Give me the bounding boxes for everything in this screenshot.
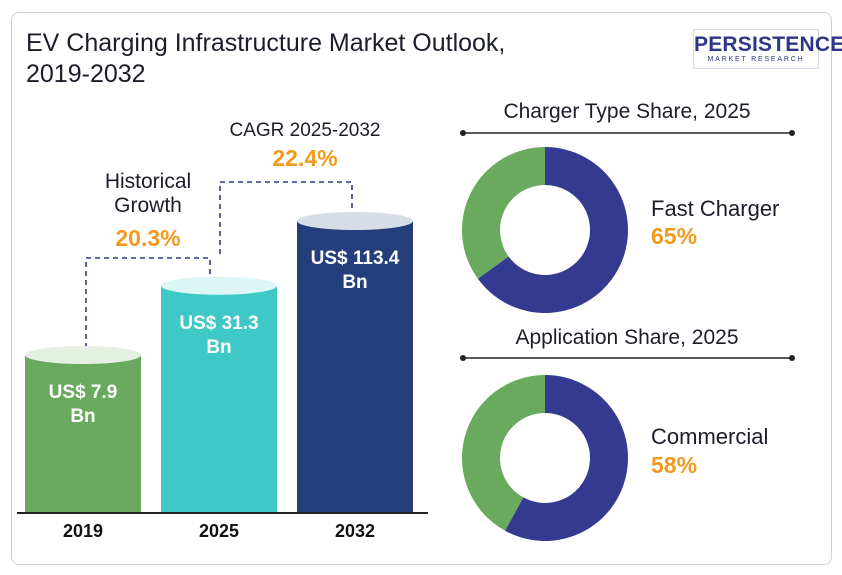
infographic-frame [11, 12, 832, 565]
x-tick-2019: 2019 [63, 521, 103, 541]
bar-value-label-2032: Bn [342, 272, 367, 293]
bar-value-label-2032: US$ 113.4 [311, 248, 400, 269]
bar-value-label-2019: Bn [70, 406, 95, 427]
charger-legend-label: Fast Charger [651, 196, 780, 221]
bar-2025 [161, 285, 277, 513]
application-title: Application Share, 2025 [515, 326, 739, 349]
bar-2032 [297, 221, 413, 513]
bar-2019 [25, 355, 141, 513]
bar-value-label-2019: US$ 7.9 [49, 382, 118, 403]
application-title-rule [460, 355, 795, 361]
historical-label-line-1: Historical [104, 170, 192, 193]
logo-name: PERSISTENCE [694, 33, 842, 56]
application-slice-secondary [462, 375, 545, 531]
title-line-1: EV Charging Infrastructure Market Outloo… [26, 29, 506, 57]
charger-type-slice-primary [477, 147, 628, 313]
brand-logo: PERSISTENCE MARKET RESEARCH [693, 29, 842, 69]
page-title: EV Charging Infrastructure Market Outloo… [26, 28, 586, 90]
cagr-value: 22.4% [272, 145, 338, 171]
cagr-connector [219, 181, 353, 254]
x-tick-labels: 2019 2025 2032 [63, 521, 375, 541]
bar-cap-2019 [25, 346, 141, 364]
bar-group: US$ 7.9 Bn US$ 31.3 Bn US$ 113.4 Bn [25, 212, 413, 513]
charger-type-slice-secondary [462, 147, 545, 279]
application-donut [462, 375, 628, 542]
application-slice-primary [505, 375, 628, 542]
application-legend-value: 58% [651, 452, 698, 478]
title-line-2: 2019-2032 [26, 60, 146, 88]
x-tick-2025: 2025 [199, 521, 239, 541]
bar-value-label-2025: Bn [206, 337, 231, 358]
historical-label-line-2: Growth [114, 194, 182, 217]
charger-legend-value: 65% [651, 223, 698, 249]
cagr-label: CAGR 2025-2032 [229, 120, 381, 141]
bar-value-label-2025: US$ 31.3 [179, 313, 258, 334]
bar-cap-2025 [161, 276, 277, 295]
charger-title-rule [460, 130, 795, 136]
x-tick-2032: 2032 [335, 521, 375, 541]
charger-type-donut [462, 147, 628, 313]
charger-type-title: Charger Type Share, 2025 [503, 100, 751, 123]
logo-subtitle: MARKET RESEARCH [707, 56, 805, 63]
bar-cap-2032 [297, 212, 413, 230]
historical-growth-label: Historical Growth [88, 170, 208, 218]
application-legend-label: Commercial [651, 424, 769, 449]
historical-growth-value: 20.3% [115, 225, 181, 251]
